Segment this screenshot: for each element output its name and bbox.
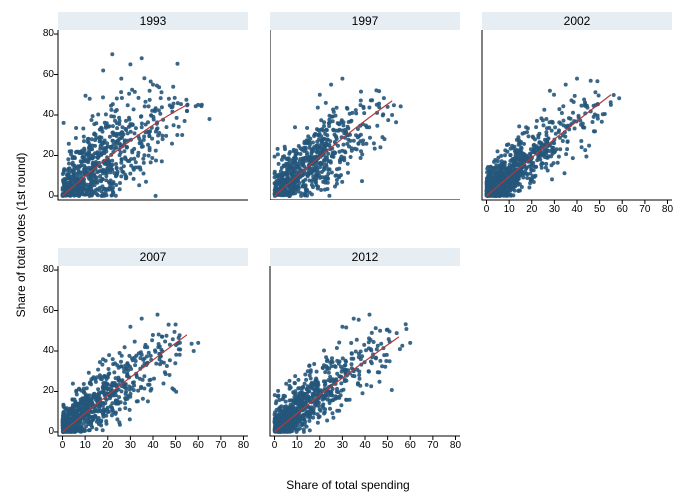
y-tick-label: 40 — [30, 109, 54, 120]
x-tick-label: 20 — [310, 440, 330, 451]
y-tick-label: 0 — [30, 426, 54, 437]
panel-2002: 200201020304050607080 — [482, 12, 672, 200]
x-tick-label: 40 — [143, 440, 163, 451]
x-tick-label: 30 — [120, 440, 140, 451]
scatter-plot — [482, 30, 672, 200]
panel-1993: 1993020406080 — [58, 12, 248, 200]
panel-title: 2012 — [270, 248, 460, 266]
x-tick-label: 10 — [499, 204, 519, 215]
panel-2012: 201201020304050607080 — [270, 248, 460, 436]
x-tick-label: 10 — [287, 440, 307, 451]
scatter-facet-figure: Share of total votes (1st round) Share o… — [0, 0, 697, 501]
x-tick-label: 80 — [233, 440, 253, 451]
panel-title: 2007 — [58, 248, 248, 266]
x-tick-label: 60 — [400, 440, 420, 451]
y-tick-label: 20 — [30, 149, 54, 160]
panel-title: 2002 — [482, 12, 672, 30]
x-tick-label: 0 — [53, 440, 73, 451]
x-tick-label: 30 — [544, 204, 564, 215]
x-tick-label: 70 — [423, 440, 443, 451]
y-tick-label: 40 — [30, 345, 54, 356]
x-tick-label: 0 — [265, 440, 285, 451]
x-tick-label: 0 — [477, 204, 497, 215]
y-tick-label: 0 — [30, 190, 54, 201]
y-tick-label: 80 — [30, 264, 54, 275]
x-tick-label: 20 — [98, 440, 118, 451]
x-tick-label: 20 — [522, 204, 542, 215]
x-tick-label: 50 — [166, 440, 186, 451]
y-tick-label: 60 — [30, 305, 54, 316]
x-tick-label: 30 — [332, 440, 352, 451]
x-axis-title: Share of total spending — [248, 478, 448, 492]
panel-title: 1997 — [270, 12, 460, 30]
panel-1997: 1997 — [270, 12, 460, 200]
panel-2007: 200702040608001020304050607080 — [58, 248, 248, 436]
x-tick-label: 40 — [567, 204, 587, 215]
x-tick-label: 10 — [75, 440, 95, 451]
scatter-plot — [58, 30, 248, 200]
x-tick-label: 80 — [657, 204, 677, 215]
y-tick-label: 20 — [30, 385, 54, 396]
scatter-plot — [270, 266, 460, 436]
panel-title: 1993 — [58, 12, 248, 30]
x-tick-label: 40 — [355, 440, 375, 451]
y-tick-label: 80 — [30, 28, 54, 39]
x-tick-label: 50 — [378, 440, 398, 451]
x-tick-label: 70 — [635, 204, 655, 215]
x-tick-label: 60 — [612, 204, 632, 215]
x-tick-label: 60 — [188, 440, 208, 451]
y-tick-label: 60 — [30, 69, 54, 80]
x-tick-label: 50 — [590, 204, 610, 215]
y-axis-title: Share of total votes (1st round) — [14, 110, 28, 360]
x-tick-label: 80 — [445, 440, 465, 451]
scatter-plot — [58, 266, 248, 436]
scatter-plot — [270, 30, 460, 200]
x-tick-label: 70 — [211, 440, 231, 451]
